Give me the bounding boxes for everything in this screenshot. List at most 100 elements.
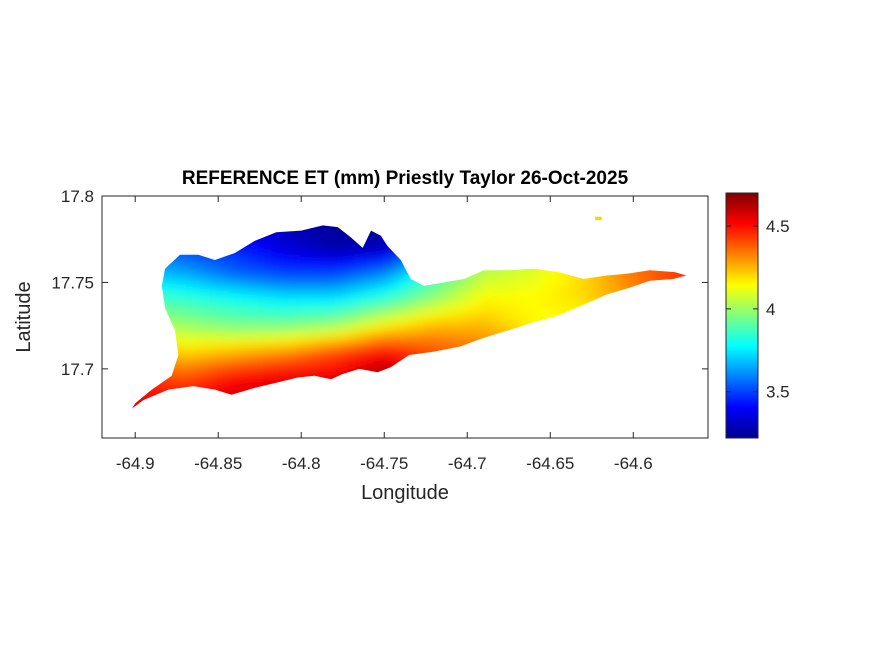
heatmap-cell <box>258 240 265 247</box>
heatmap-cell <box>390 306 397 313</box>
heatmap-cell <box>312 228 319 235</box>
heatmap-cell <box>252 354 259 361</box>
heatmap-cell <box>306 288 313 295</box>
heatmap-cell <box>438 342 445 349</box>
heatmap-cell <box>378 336 385 343</box>
heatmap-cell <box>414 318 421 325</box>
heatmap-cell <box>264 288 271 295</box>
heatmap-cell <box>282 330 289 337</box>
heatmap-cell <box>264 300 271 307</box>
heatmap-cell <box>504 276 511 283</box>
heatmap-cell <box>294 348 301 355</box>
heatmap-cell <box>276 234 283 241</box>
heatmap-cell <box>264 330 271 337</box>
heatmap-cell <box>522 270 529 277</box>
heatmap-cell <box>390 348 397 355</box>
heatmap-cell <box>492 288 499 295</box>
heatmap-cell <box>336 234 343 241</box>
heatmap-cell <box>372 336 379 343</box>
heatmap-cell <box>312 306 319 313</box>
heatmap-cell <box>336 276 343 283</box>
heatmap-cell <box>372 342 379 349</box>
heatmap-cell <box>342 300 349 307</box>
heatmap-cell <box>198 360 205 367</box>
heatmap-cell <box>354 348 361 355</box>
heatmap-cell <box>528 318 535 325</box>
heatmap-cell <box>264 366 271 373</box>
heatmap-cell <box>378 330 385 337</box>
heatmap-cell <box>222 300 229 307</box>
heatmap-cell <box>354 354 361 361</box>
heatmap-cell <box>174 270 181 277</box>
heatmap-cell <box>378 318 385 325</box>
heatmap-cell <box>492 270 499 277</box>
heatmap-cell <box>258 348 265 355</box>
heatmap-cell <box>240 378 247 385</box>
heatmap-cell <box>504 318 511 325</box>
heatmap-cell <box>630 282 637 289</box>
heatmap-cell <box>264 318 271 325</box>
heatmap-cell <box>384 336 391 343</box>
heatmap-cell <box>312 354 319 361</box>
heatmap-cell <box>456 282 463 289</box>
heatmap-cell <box>354 258 361 265</box>
heatmap-cell <box>234 312 241 319</box>
heatmap-cell <box>234 318 241 325</box>
heatmap-cell <box>228 324 235 331</box>
heatmap-cell <box>336 318 343 325</box>
heatmap-cell <box>384 360 391 367</box>
heatmap-cell <box>450 294 457 301</box>
heatmap-cell <box>198 372 205 379</box>
heatmap-cell <box>228 336 235 343</box>
heatmap-cell <box>402 306 409 313</box>
heatmap-cell <box>378 264 385 271</box>
heatmap-cell <box>372 270 379 277</box>
heatmap-cell <box>486 306 493 313</box>
heatmap-cell <box>240 366 247 373</box>
heatmap-cell <box>222 270 229 277</box>
heatmap-cell <box>228 288 235 295</box>
heatmap-cell <box>276 318 283 325</box>
heatmap-cell <box>342 354 349 361</box>
heatmap-cell <box>594 288 601 295</box>
heatmap-cell <box>330 225 337 229</box>
heatmap-cell <box>270 294 277 301</box>
heatmap-cell <box>516 288 523 295</box>
heatmap-cell <box>570 276 577 283</box>
heatmap-cell <box>348 354 355 361</box>
heatmap-cell <box>528 294 535 301</box>
heatmap-cell <box>306 372 313 379</box>
heatmap-cell <box>192 366 199 373</box>
heatmap-cell <box>216 276 223 283</box>
heatmap-cell <box>264 360 271 367</box>
heatmap-cell <box>666 270 673 277</box>
heatmap-cell <box>510 300 517 307</box>
heatmap-cell <box>396 342 403 349</box>
heatmap-cell <box>264 234 271 241</box>
heatmap-cell <box>660 270 667 277</box>
heatmap-cell <box>372 360 379 367</box>
heatmap-cell <box>414 282 421 289</box>
heatmap-cell <box>282 336 289 343</box>
heatmap-cell <box>432 336 439 343</box>
heatmap-cell <box>210 294 217 301</box>
heatmap-cell <box>228 378 235 385</box>
heatmap-cell <box>312 294 319 301</box>
heatmap-cell <box>606 276 613 283</box>
heatmap-cell <box>480 330 487 337</box>
heatmap-cell <box>270 258 277 265</box>
heatmap-cell <box>246 336 253 343</box>
heatmap-cell <box>216 366 223 373</box>
heatmap-cell <box>462 312 469 319</box>
heatmap-cell <box>384 270 391 277</box>
heatmap-cell <box>282 306 289 313</box>
heatmap-cell <box>420 294 427 301</box>
heatmap-cell <box>324 282 331 289</box>
heatmap-cell <box>330 306 337 313</box>
heatmap-cell <box>270 330 277 337</box>
heatmap-cell <box>294 228 301 235</box>
heatmap-cell <box>234 336 241 343</box>
heatmap-cell <box>192 270 199 277</box>
heatmap-cell <box>240 342 247 349</box>
heatmap-cell <box>348 276 355 283</box>
